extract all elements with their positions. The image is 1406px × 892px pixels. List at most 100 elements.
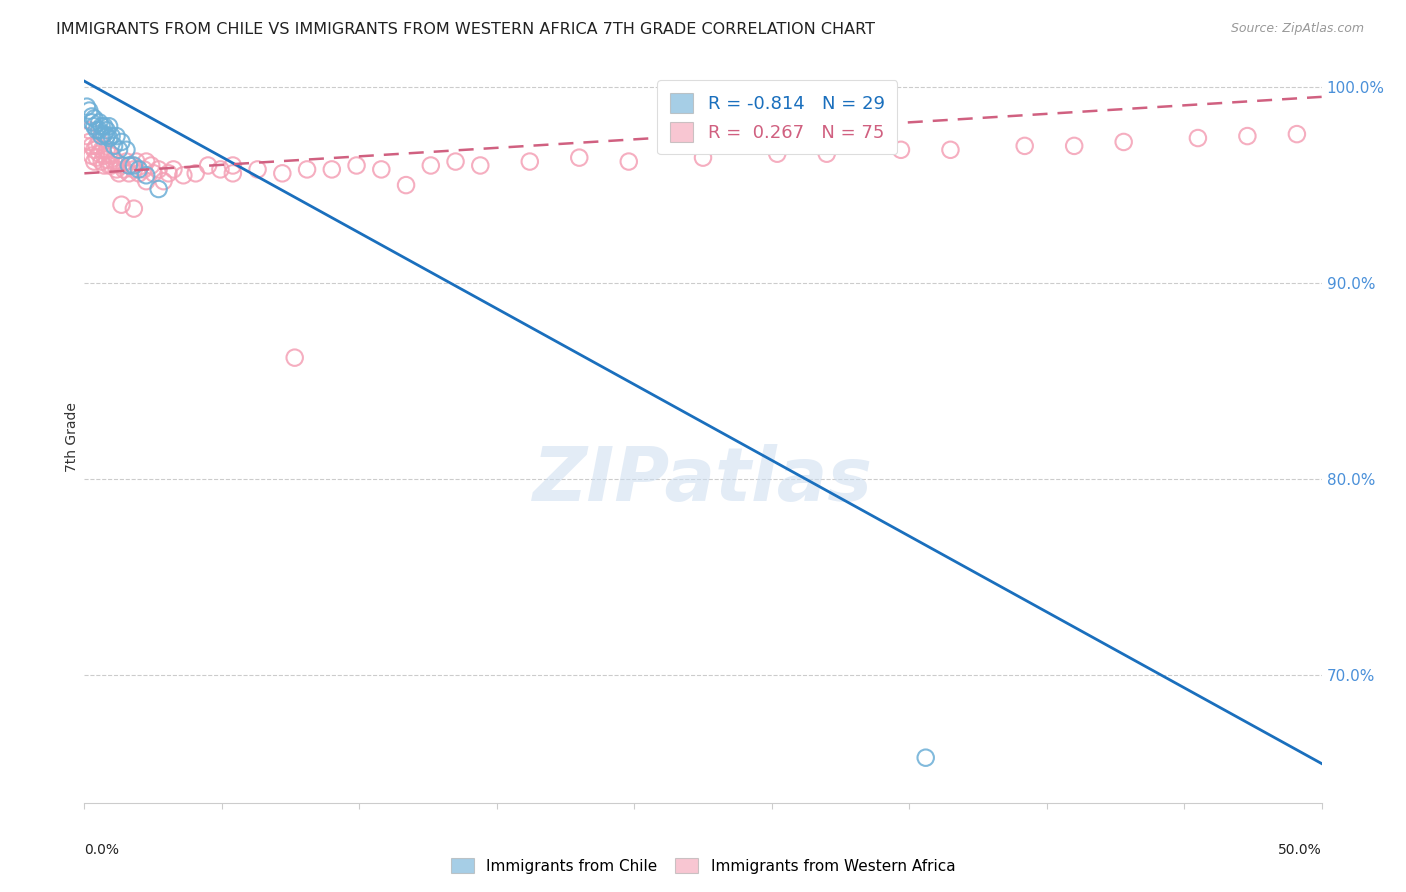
Point (93, 120, 115, 134)
Text: ZIPatlas: ZIPatlas (533, 444, 873, 517)
Point (98, 131, 121, 145)
Point (80, 139, 103, 153)
Text: 0.0%: 0.0% (84, 843, 120, 857)
Point (83, 120, 105, 134)
Point (135, 154, 157, 169)
Point (115, 154, 138, 169)
Point (172, 169, 194, 183)
Point (93, 149, 115, 163)
Point (105, 129, 128, 144)
Point (83, 143, 105, 157)
Point (939, 143, 962, 157)
Point (815, 146, 838, 161)
Point (100, 159, 122, 173)
Y-axis label: 7th Grade: 7th Grade (65, 402, 79, 472)
Point (89, 123, 111, 137)
Point (110, 197, 132, 211)
Text: Source: ZipAtlas.com: Source: ZipAtlas.com (1230, 22, 1364, 36)
Point (914, 750, 936, 764)
Point (148, 182, 170, 196)
Point (93, 127, 115, 141)
Point (142, 166, 165, 180)
Point (519, 154, 541, 169)
Point (122, 202, 145, 216)
Point (110, 135, 132, 149)
Point (1063, 139, 1085, 153)
Point (246, 162, 269, 177)
Point (86, 151, 108, 165)
Legend: R = -0.814   N = 29, R =  0.267   N = 75: R = -0.814 N = 29, R = 0.267 N = 75 (657, 80, 897, 154)
Point (132, 162, 155, 177)
Point (103, 139, 125, 153)
Point (162, 162, 184, 177)
Point (118, 159, 141, 173)
Point (222, 166, 245, 180)
Point (83, 112, 105, 126)
Point (222, 159, 245, 173)
Point (86, 139, 108, 153)
Point (1285, 127, 1308, 141)
Point (98, 146, 121, 161)
Point (122, 162, 145, 177)
Point (90, 129, 112, 144)
Point (110, 159, 132, 173)
Point (89, 135, 111, 149)
Point (122, 159, 145, 173)
Point (96, 153, 118, 167)
Point (346, 159, 368, 173)
Point (112, 162, 135, 177)
Point (321, 162, 343, 177)
Point (444, 154, 467, 169)
Point (470, 159, 492, 173)
Point (90, 120, 112, 134)
Point (86, 123, 108, 137)
Point (128, 162, 150, 177)
Point (295, 162, 318, 177)
Point (141, 159, 163, 173)
Point (108, 166, 131, 180)
Point (89, 115, 111, 129)
Point (79, 103, 101, 118)
Point (184, 166, 207, 180)
Point (135, 169, 157, 183)
Point (80, 110, 103, 124)
Text: IMMIGRANTS FROM CHILE VS IMMIGRANTS FROM WESTERN AFRICA 7TH GRADE CORRELATION CH: IMMIGRANTS FROM CHILE VS IMMIGRANTS FROM… (56, 22, 876, 37)
Point (1112, 135, 1135, 149)
Point (100, 149, 122, 163)
Point (197, 159, 219, 173)
Point (271, 166, 294, 180)
Point (93, 159, 115, 173)
Point (90, 143, 112, 157)
Point (105, 154, 128, 169)
Point (890, 143, 912, 157)
Point (766, 146, 789, 161)
Point (98, 120, 121, 134)
Point (100, 129, 122, 144)
Point (370, 162, 392, 177)
Point (80, 115, 103, 129)
Point (76, 129, 98, 144)
Point (148, 162, 170, 177)
Point (96, 123, 118, 137)
Point (118, 166, 141, 180)
Point (115, 143, 138, 157)
Point (152, 174, 174, 188)
Point (79, 135, 101, 149)
Legend: Immigrants from Chile, Immigrants from Western Africa: Immigrants from Chile, Immigrants from W… (444, 852, 962, 880)
Point (419, 159, 441, 173)
Point (617, 154, 640, 169)
Point (80, 149, 103, 163)
Text: 50.0%: 50.0% (1278, 843, 1322, 857)
Point (76, 100, 98, 114)
Point (125, 154, 148, 169)
Point (103, 154, 125, 169)
Point (135, 174, 157, 188)
Point (96, 129, 118, 144)
Point (89, 146, 111, 161)
Point (83, 154, 105, 169)
Point (395, 178, 418, 193)
Point (79, 123, 101, 137)
Point (1236, 129, 1258, 144)
Point (568, 151, 591, 165)
Point (1014, 139, 1036, 153)
